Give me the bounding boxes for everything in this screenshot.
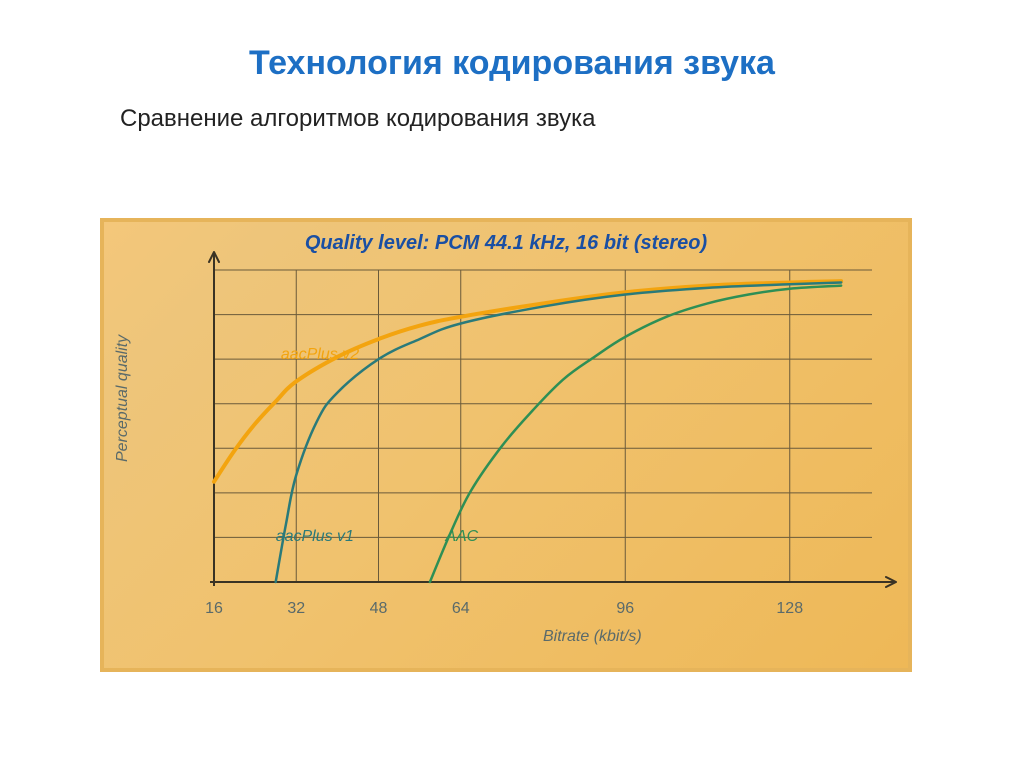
series-label-aacPlus-v2: aacPlus v2 <box>281 346 359 364</box>
x-tick-label: 96 <box>616 600 634 618</box>
x-tick-label: 32 <box>287 600 305 618</box>
page-title: Технология кодирования звука <box>0 44 1024 83</box>
series-label-AAC: AAC <box>445 528 478 546</box>
series-label-aacPlus-v1: aacPlus v1 <box>276 528 354 546</box>
x-tick-label: 64 <box>452 600 470 618</box>
x-tick-label: 128 <box>776 600 803 618</box>
chart-container: Quality level: PCM 44.1 kHz, 16 bit (ste… <box>100 218 912 672</box>
x-tick-label: 48 <box>370 600 388 618</box>
x-axis-label: Bitrate (kbit/s) <box>543 628 642 646</box>
x-tick-label: 16 <box>205 600 223 618</box>
slide: Технология кодирования звука Сравнение а… <box>0 44 1024 767</box>
page-subtitle: Сравнение алгоритмов кодирования звука <box>120 105 1024 133</box>
